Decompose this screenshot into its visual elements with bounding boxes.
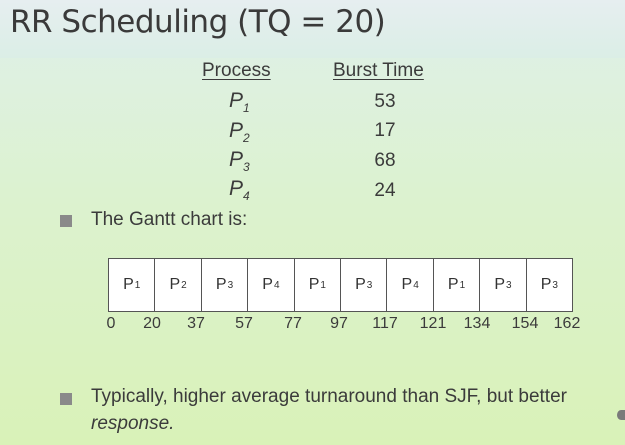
burst-time-value: 24 <box>374 180 396 201</box>
process-label: P4 <box>229 177 250 204</box>
gantt-time-label: 154 <box>511 315 539 332</box>
gantt-time-label: 0 <box>106 315 116 332</box>
burst-time-value: 68 <box>374 150 396 171</box>
process-label: P1 <box>229 89 250 116</box>
gantt-time-label: 162 <box>553 315 581 332</box>
gantt-time-label: 77 <box>284 315 302 332</box>
burst-time-value: 53 <box>374 91 396 112</box>
bullet-square-icon <box>60 215 72 227</box>
gantt-time-label: 20 <box>143 315 161 332</box>
title-band <box>0 0 625 58</box>
gantt-time-label: 134 <box>463 315 491 332</box>
gantt-time-label: 97 <box>330 315 348 332</box>
process-label: P3 <box>229 148 250 175</box>
bullet-square-icon <box>60 393 72 405</box>
note-text-line-2: response. <box>91 413 175 434</box>
burst-time-column-header: Burst Time <box>333 60 424 81</box>
note-text-line-1: Typically, higher average turnaround tha… <box>91 386 567 407</box>
process-label: P2 <box>229 119 250 146</box>
slide-title: RR Scheduling (TQ = 20) <box>10 4 386 40</box>
gantt-time-label: 57 <box>235 315 253 332</box>
gantt-time-label: 117 <box>372 315 398 332</box>
gantt-time-label: 121 <box>419 315 447 332</box>
slide-edge-marker-icon <box>617 410 625 420</box>
burst-time-value: 17 <box>374 120 396 141</box>
process-column-header: Process <box>202 60 271 81</box>
gantt-time-label: 37 <box>187 315 205 332</box>
gantt-intro-text: The Gantt chart is: <box>91 209 248 230</box>
